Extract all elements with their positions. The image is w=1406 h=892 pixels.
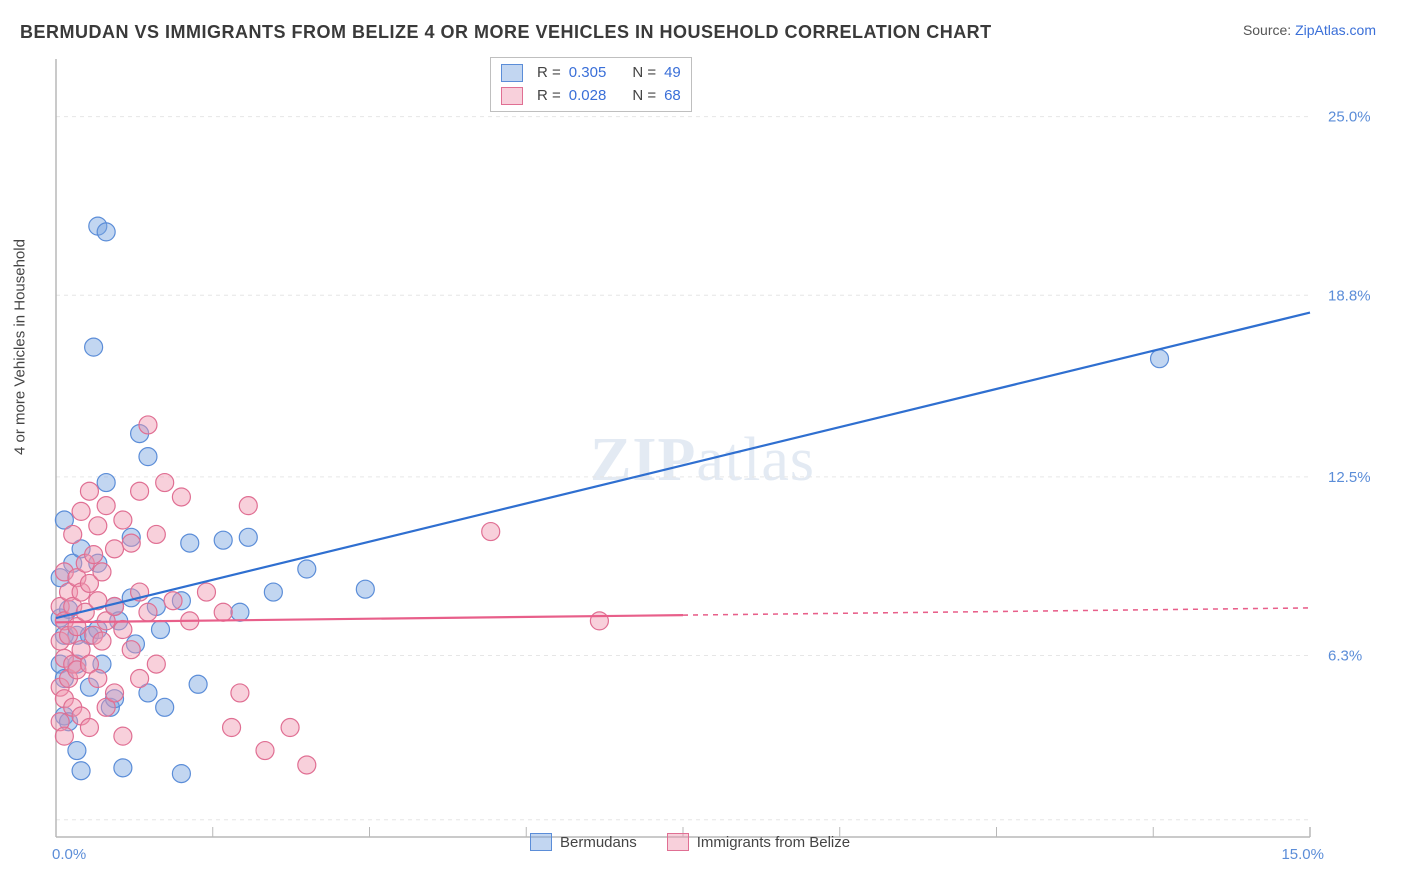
- legend-row: R = 0.028 N = 68: [501, 85, 681, 108]
- data-point: [298, 560, 316, 578]
- data-point: [231, 684, 249, 702]
- x-tick-label: 15.0%: [1281, 846, 1324, 863]
- data-point: [197, 583, 215, 601]
- data-point: [131, 482, 149, 500]
- data-point: [89, 517, 107, 535]
- data-point: [189, 675, 207, 693]
- data-point: [264, 583, 282, 601]
- data-point: [356, 580, 374, 598]
- data-point: [139, 416, 157, 434]
- source-label: Source:: [1243, 22, 1295, 38]
- source-credit: Source: ZipAtlas.com: [1243, 22, 1376, 38]
- source-value: ZipAtlas.com: [1295, 22, 1376, 38]
- data-point: [172, 765, 190, 783]
- n-value: 68: [664, 85, 681, 108]
- y-tick-label: 25.0%: [1328, 109, 1370, 126]
- data-point: [114, 759, 132, 777]
- y-axis-label: 4 or more Vehicles in Household: [12, 239, 29, 455]
- scatter-plot: 6.3% 12.5% 18.8% 25.0% 0.0% 15.0%: [50, 55, 1370, 869]
- n-label: N =: [632, 62, 656, 85]
- data-point: [131, 670, 149, 688]
- legend-row: R = 0.305 N = 49: [501, 62, 681, 85]
- data-point: [172, 488, 190, 506]
- r-value: 0.305: [569, 62, 607, 85]
- regression-line: [56, 313, 1310, 618]
- data-point: [55, 727, 73, 745]
- data-point: [156, 698, 174, 716]
- data-point: [239, 497, 257, 515]
- x-tick-label: 0.0%: [52, 846, 86, 863]
- data-point: [1151, 350, 1169, 368]
- data-point: [590, 612, 608, 630]
- data-point: [256, 742, 274, 760]
- data-point: [97, 223, 115, 241]
- legend-swatch: [530, 833, 552, 851]
- r-label: R =: [537, 62, 561, 85]
- data-point: [147, 525, 165, 543]
- n-label: N =: [632, 85, 656, 108]
- data-point: [114, 727, 132, 745]
- data-point: [68, 742, 86, 760]
- data-point: [97, 497, 115, 515]
- data-point: [80, 719, 98, 737]
- data-point: [93, 632, 111, 650]
- data-point: [214, 531, 232, 549]
- data-point: [97, 474, 115, 492]
- data-point: [152, 621, 170, 639]
- data-point: [114, 621, 132, 639]
- y-tick-label: 12.5%: [1328, 469, 1370, 486]
- data-point: [231, 603, 249, 621]
- y-tick-label: 6.3%: [1328, 647, 1362, 664]
- legend-swatch: [501, 87, 523, 105]
- data-point: [114, 511, 132, 529]
- data-point: [139, 448, 157, 466]
- data-point: [89, 670, 107, 688]
- legend-item: Immigrants from Belize: [667, 833, 850, 851]
- data-point: [147, 655, 165, 673]
- data-point: [122, 641, 140, 659]
- r-label: R =: [537, 85, 561, 108]
- data-point: [93, 563, 111, 581]
- data-point: [72, 762, 90, 780]
- data-point: [181, 534, 199, 552]
- data-point: [298, 756, 316, 774]
- data-point: [106, 597, 124, 615]
- regression-line-extrapolation: [683, 608, 1310, 615]
- legend-item: Bermudans: [530, 833, 637, 851]
- data-point: [239, 528, 257, 546]
- n-value: 49: [664, 62, 681, 85]
- y-tick-label: 18.8%: [1328, 287, 1370, 304]
- data-point: [85, 338, 103, 356]
- data-point: [214, 603, 232, 621]
- series-legend: Bermudans Immigrants from Belize: [530, 833, 850, 851]
- data-point: [139, 603, 157, 621]
- legend-swatch: [501, 64, 523, 82]
- data-point: [164, 592, 182, 610]
- data-point: [64, 525, 82, 543]
- legend-label: Bermudans: [560, 834, 637, 851]
- data-point: [80, 482, 98, 500]
- chart-area: 4 or more Vehicles in Household ZIPatlas…: [50, 55, 1390, 845]
- data-point: [106, 684, 124, 702]
- data-point: [85, 546, 103, 564]
- data-point: [281, 719, 299, 737]
- data-point: [223, 719, 241, 737]
- legend-swatch: [667, 833, 689, 851]
- data-point: [482, 523, 500, 541]
- chart-title: BERMUDAN VS IMMIGRANTS FROM BELIZE 4 OR …: [20, 22, 992, 43]
- data-point: [106, 540, 124, 558]
- data-point: [122, 534, 140, 552]
- data-point: [72, 502, 90, 520]
- r-value: 0.028: [569, 85, 607, 108]
- correlation-legend: R = 0.305 N = 49 R = 0.028 N = 68: [490, 57, 692, 112]
- legend-label: Immigrants from Belize: [697, 834, 850, 851]
- data-point: [156, 474, 174, 492]
